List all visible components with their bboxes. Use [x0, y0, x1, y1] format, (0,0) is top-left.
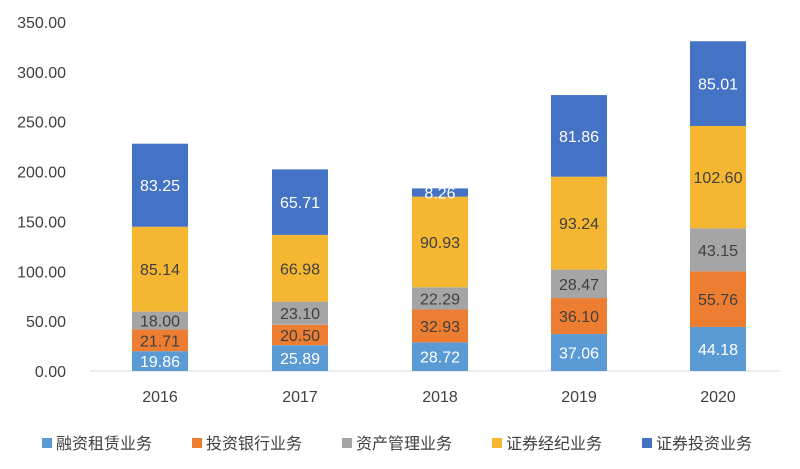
- y-tick-label: 250.00: [17, 115, 66, 132]
- legend-swatch: [492, 438, 502, 448]
- data-label: 18.00: [140, 314, 180, 331]
- x-tick-label: 2020: [700, 389, 736, 406]
- data-label: 20.50: [280, 328, 320, 345]
- bar-segment: [412, 309, 468, 343]
- bar-segment: [551, 95, 607, 177]
- data-label: 23.10: [280, 306, 320, 323]
- data-label: 85.14: [140, 262, 180, 279]
- legend-label: 证券投资业务: [656, 434, 752, 453]
- bar-segment: [132, 311, 188, 330]
- legend-swatch: [42, 438, 52, 448]
- bar-segment: [551, 269, 607, 299]
- x-tick-label: 2016: [142, 389, 178, 406]
- y-tick-label: 150.00: [17, 214, 66, 231]
- data-label: 28.72: [420, 350, 460, 367]
- legend-label: 融资租赁业务: [56, 434, 152, 453]
- y-tick-label: 300.00: [17, 65, 66, 82]
- bar-segment: [132, 143, 188, 227]
- x-tick-label: 2019: [561, 389, 597, 406]
- bar-segment: [132, 329, 188, 352]
- y-tick-label: 50.00: [26, 314, 66, 331]
- data-label: 19.86: [140, 354, 180, 371]
- bar-segment: [272, 301, 328, 325]
- data-label: 28.47: [559, 277, 599, 294]
- y-tick-label: 100.00: [17, 264, 66, 281]
- bar-segment: [272, 234, 328, 302]
- data-label: 102.60: [694, 170, 743, 187]
- bar-segment: [412, 342, 468, 371]
- data-label: 93.24: [559, 216, 599, 233]
- bar-segment: [690, 228, 746, 272]
- data-label: 55.76: [698, 292, 738, 309]
- bar-segment: [690, 126, 746, 229]
- x-tick-label: 2018: [422, 389, 458, 406]
- bar-segment: [551, 334, 607, 371]
- legend-swatch: [642, 438, 652, 448]
- legend-swatch: [192, 438, 202, 448]
- data-label: 37.06: [559, 346, 599, 363]
- data-label: 83.25: [140, 178, 180, 195]
- bar-segment: [272, 169, 328, 235]
- legend-swatch: [342, 438, 352, 448]
- data-label: 90.93: [420, 235, 460, 252]
- bar-segment: [412, 196, 468, 288]
- bar-segment: [412, 287, 468, 310]
- data-label: 66.98: [280, 261, 320, 278]
- bar-segment: [690, 271, 746, 327]
- data-label: 8.26: [424, 186, 455, 203]
- bar-segment: [551, 298, 607, 335]
- bar-segment: [132, 351, 188, 371]
- bar-segment: [272, 324, 328, 346]
- bar-segment: [690, 326, 746, 371]
- data-label: 85.01: [698, 77, 738, 94]
- data-label: 25.89: [280, 351, 320, 368]
- data-label: 21.71: [140, 333, 180, 350]
- y-tick-label: 200.00: [17, 165, 66, 182]
- data-label: 22.29: [420, 291, 460, 308]
- legend-label: 资产管理业务: [356, 434, 452, 453]
- bar-segment: [690, 41, 746, 127]
- y-tick-label: 350.00: [17, 15, 66, 32]
- bar-segment: [412, 188, 468, 197]
- legend-label: 投资银行业务: [206, 434, 302, 453]
- data-label: 44.18: [698, 342, 738, 359]
- legend-label: 证券经纪业务: [506, 434, 602, 453]
- bar-segment: [551, 176, 607, 270]
- y-tick-label: 0.00: [35, 364, 66, 381]
- data-label: 32.93: [420, 319, 460, 336]
- data-label: 65.71: [280, 195, 320, 212]
- bar-segment: [272, 345, 328, 371]
- bar-segment: [132, 226, 188, 312]
- data-label: 43.15: [698, 243, 738, 260]
- data-label: 81.86: [559, 129, 599, 146]
- x-tick-label: 2017: [282, 389, 318, 406]
- data-label: 36.10: [559, 309, 599, 326]
